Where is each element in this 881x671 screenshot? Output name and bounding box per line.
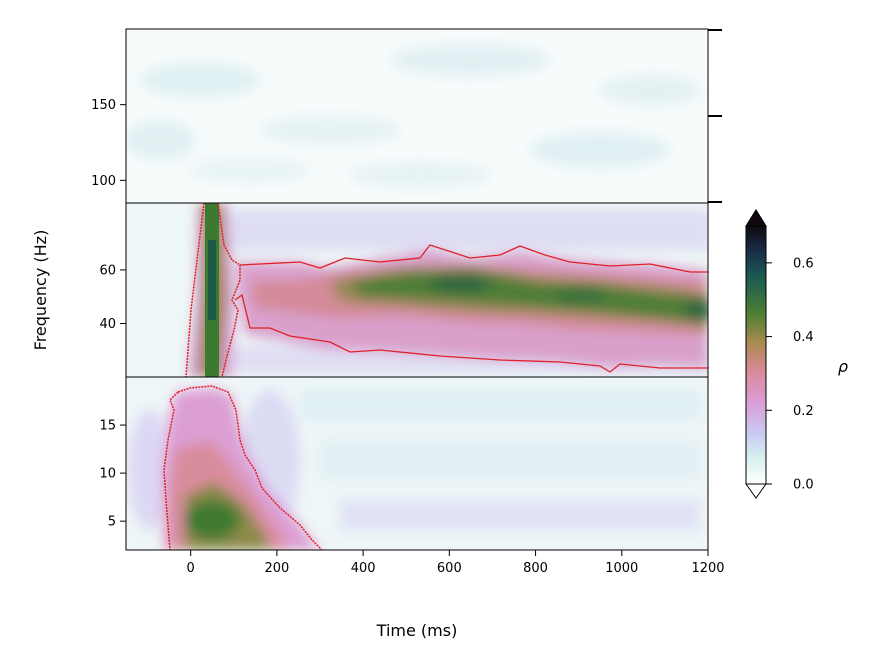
y-tick-label: 100 bbox=[91, 174, 116, 189]
high-panel-right-ticks bbox=[708, 29, 722, 203]
y-tick-label: 10 bbox=[99, 467, 116, 482]
y-tick-label: 15 bbox=[99, 419, 116, 434]
x-tick-label: 0 bbox=[187, 561, 195, 576]
y-tick-group: 100 150 40 60 5 10 15 bbox=[91, 98, 126, 530]
x-tick-label: 400 bbox=[351, 561, 376, 576]
y-axis-title: Frequency (Hz) bbox=[31, 230, 50, 351]
colorbar-tick-group: 0.0 0.2 0.4 0.6 bbox=[766, 256, 814, 493]
y-tick-label: 60 bbox=[99, 263, 116, 278]
y-tick-label: 5 bbox=[108, 515, 116, 530]
colorbar-tick-label: 0.2 bbox=[793, 404, 814, 419]
y-tick-label: 150 bbox=[91, 98, 116, 113]
x-tick-label: 200 bbox=[264, 561, 289, 576]
x-tick-label: 600 bbox=[437, 561, 462, 576]
panel-high-gamma bbox=[126, 29, 708, 203]
colorbar-tick-label: 0.6 bbox=[793, 256, 814, 271]
x-tick-label: 800 bbox=[523, 561, 548, 576]
colorbar-tick-label: 0.4 bbox=[793, 330, 814, 345]
colorbar-tick-label: 0.0 bbox=[793, 478, 814, 493]
colorbar-label: ρ bbox=[838, 357, 848, 376]
x-axis-title: Time (ms) bbox=[376, 621, 458, 640]
x-tick-label: 1200 bbox=[691, 561, 724, 576]
colorbar: 0.0 0.2 0.4 0.6 ρ bbox=[745, 209, 848, 499]
panel-low bbox=[126, 377, 708, 550]
x-tick-group: 0 200 400 600 800 1000 1200 bbox=[187, 550, 725, 576]
y-tick-label: 40 bbox=[99, 317, 116, 332]
x-tick-label: 1000 bbox=[605, 561, 638, 576]
panel-gamma bbox=[126, 203, 708, 377]
